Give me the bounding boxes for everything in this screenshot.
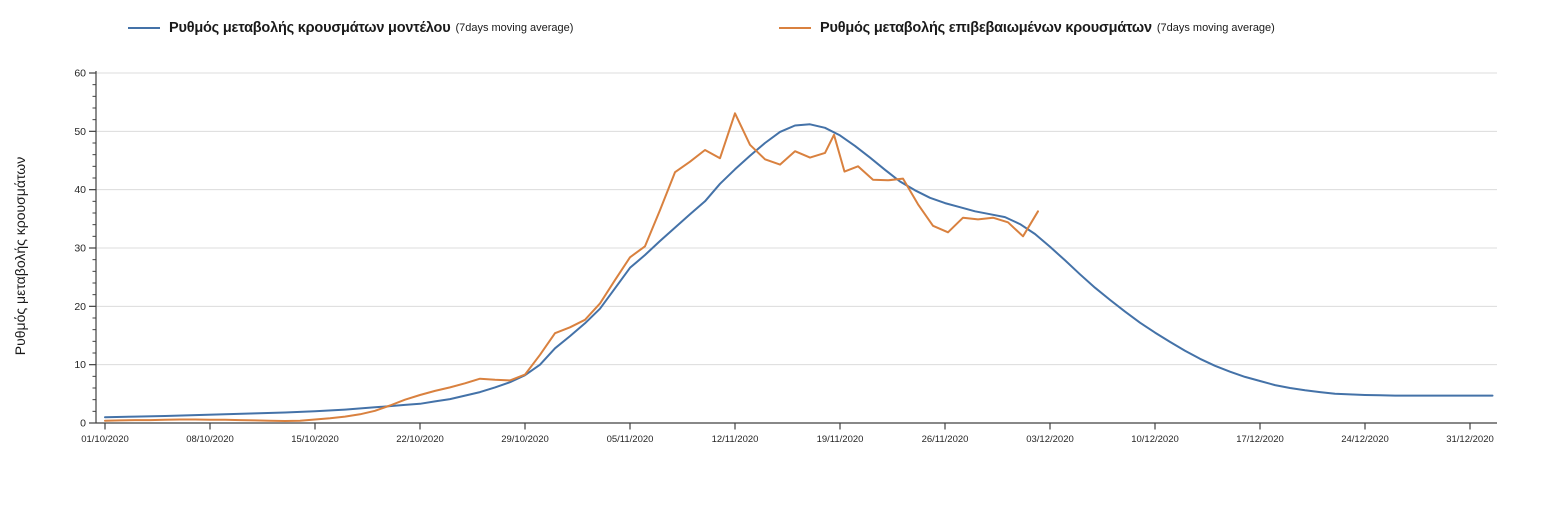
x-tick-label: 12/11/2020: [712, 434, 759, 445]
series-line-confirmed: [104, 112, 1039, 422]
legend-label-confirmed: Ρυθμός μεταβολής επιβεβαιωμένων κρουσμάτ…: [820, 20, 1152, 36]
y-tick-label: 10: [74, 359, 86, 371]
x-tick-label: 08/10/2020: [186, 434, 234, 445]
x-tick-label: 10/12/2020: [1131, 434, 1179, 445]
x-tick-label: 24/12/2020: [1341, 434, 1389, 445]
x-tick-label: 22/10/2020: [396, 434, 444, 445]
legend-label-model: Ρυθμός μεταβολής κρουσμάτων μοντέλου: [169, 20, 451, 36]
y-axis-title: Ρυθμός μεταβολής κρουσμάτων: [12, 156, 28, 356]
x-tick-label: 31/12/2020: [1446, 434, 1494, 445]
y-tick-label: 30: [74, 243, 86, 255]
x-tick-label: 05/11/2020: [607, 434, 654, 445]
x-tick-label: 29/10/2020: [501, 434, 549, 445]
series-line-model: [104, 123, 1494, 419]
x-tick-label: 17/12/2020: [1236, 434, 1284, 445]
y-tick-label: 50: [74, 126, 86, 138]
legend-item-model: Ρυθμός μεταβολής κρουσμάτων μοντέλου (7da…: [128, 20, 573, 36]
y-tick-label: 20: [74, 301, 86, 313]
legend-marker-confirmed: [779, 27, 811, 29]
y-tick-label: 0: [80, 418, 86, 430]
x-tick-label: 15/10/2020: [291, 434, 339, 445]
x-tick-label: 19/11/2020: [817, 434, 864, 445]
y-tick-label: 60: [74, 68, 86, 80]
x-tick-label: 01/10/2020: [81, 434, 129, 445]
legend-suffix-model: (7days moving average): [455, 22, 574, 34]
legend-suffix-confirmed: (7days moving average): [1156, 22, 1275, 34]
x-tick-label: 26/11/2020: [922, 434, 969, 445]
y-tick-label: 40: [74, 184, 86, 196]
legend-item-confirmed: Ρυθμός μεταβολής επιβεβαιωμένων κρουσμάτ…: [779, 20, 1275, 36]
legend-marker-model: [128, 27, 160, 29]
x-tick-label: 03/12/2020: [1026, 434, 1074, 445]
